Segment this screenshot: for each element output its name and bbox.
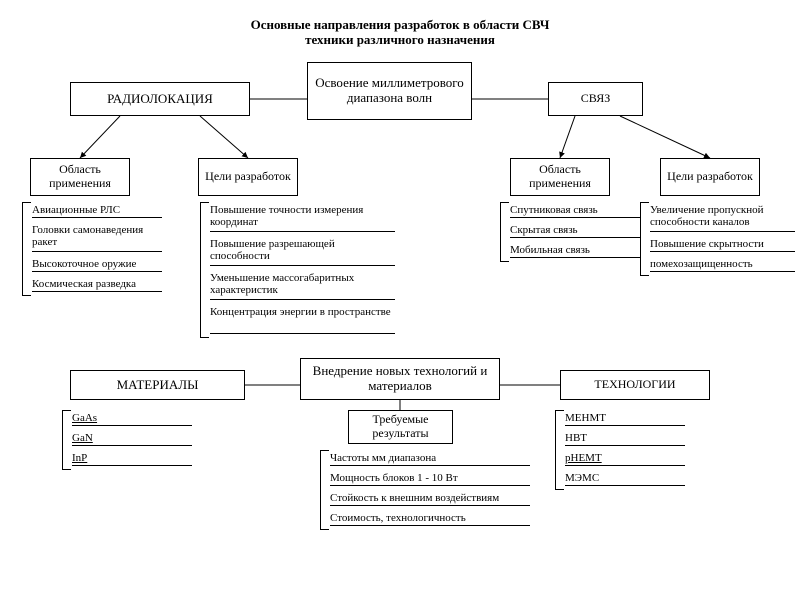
connector-radiolocation-rl_area <box>80 116 120 158</box>
rl_area_items-item-1: Головки самонаведения ракет <box>32 224 162 252</box>
box-results: Требуемые результаты <box>348 410 453 444</box>
results_items-bracket <box>320 450 329 530</box>
rl_goals_items-item-0: Повышение точности измерения координат <box>210 204 395 232</box>
rl_goals_items-item-2: Уменьшение массогабаритных характеристик <box>210 272 395 300</box>
box-newtech: Внедрение новых технологий и материалов <box>300 358 500 400</box>
materials_items-item-2: InP <box>72 452 192 466</box>
tech_items-item-0: MEHMT <box>565 412 685 426</box>
box-sv_goals: Цели разработок <box>660 158 760 196</box>
rl_goals_items-item-1: Повышение разрешающей способности <box>210 238 395 266</box>
page-title: Основные направления разработок в област… <box>230 18 570 48</box>
materials_items-item-0: GaAs <box>72 412 192 426</box>
sv_area_items-item-0: Спутниковая связь <box>510 204 640 218</box>
materials_items-item-1: GaN <box>72 432 192 446</box>
box-tech: ТЕХНОЛОГИИ <box>560 370 710 400</box>
materials_items-bracket <box>62 410 71 470</box>
rl_goals_items-bracket <box>200 202 209 338</box>
box-sv_area: Область применения <box>510 158 610 196</box>
box-radiolocation: РАДИОЛОКАЦИЯ <box>70 82 250 116</box>
rl_area_items-item-3: Космическая разведка <box>32 278 162 292</box>
results_items-item-0: Частоты мм диапазона <box>330 452 530 466</box>
results_items-item-1: Мощность блоков 1 - 10 Вт <box>330 472 530 486</box>
sv_area_items-item-1: Скрытая связь <box>510 224 640 238</box>
rl_area_items-item-2: Высокоточное оружие <box>32 258 162 272</box>
diagram-canvas: Основные направления разработок в област… <box>0 0 800 600</box>
box-svyaz: СВЯЗ <box>548 82 643 116</box>
rl_area_items-item-0: Авиационные РЛС <box>32 204 162 218</box>
sv_goals_items-item-1: Повышение скрытности <box>650 238 795 252</box>
tech_items-item-3: МЭМС <box>565 472 685 486</box>
sv_goals_items-bracket <box>640 202 649 276</box>
rl_area_items-bracket <box>22 202 31 296</box>
title-line1: Основные направления разработок в област… <box>251 17 550 32</box>
sv_goals_items-item-2: помехозащищенность <box>650 258 795 272</box>
box-materials: МАТЕРИАЛЫ <box>70 370 245 400</box>
tech_items-bracket <box>555 410 564 490</box>
box-rl_goals: Цели разработок <box>198 158 298 196</box>
tech_items-item-1: HBT <box>565 432 685 446</box>
box-mmwave: Освоение миллиметрового диапазона волн <box>307 62 472 120</box>
sv_area_items-bracket <box>500 202 509 262</box>
connector-radiolocation-rl_goals <box>200 116 248 158</box>
results_items-item-3: Стоимость, технологичность <box>330 512 530 526</box>
tech_items-item-2: pHEMT <box>565 452 685 466</box>
connector-svyaz-sv_area <box>560 116 575 158</box>
rl_goals_items-item-3: Концентрация энергии в пространстве <box>210 306 395 334</box>
results_items-item-2: Стойкость к внешним воздействиям <box>330 492 530 506</box>
sv_area_items-item-2: Мобильная связь <box>510 244 640 258</box>
connector-svyaz-sv_goals <box>620 116 710 158</box>
sv_goals_items-item-0: Увеличение пропускной способности канало… <box>650 204 795 232</box>
title-line2: техники различного назначения <box>305 32 495 47</box>
box-rl_area: Область применения <box>30 158 130 196</box>
